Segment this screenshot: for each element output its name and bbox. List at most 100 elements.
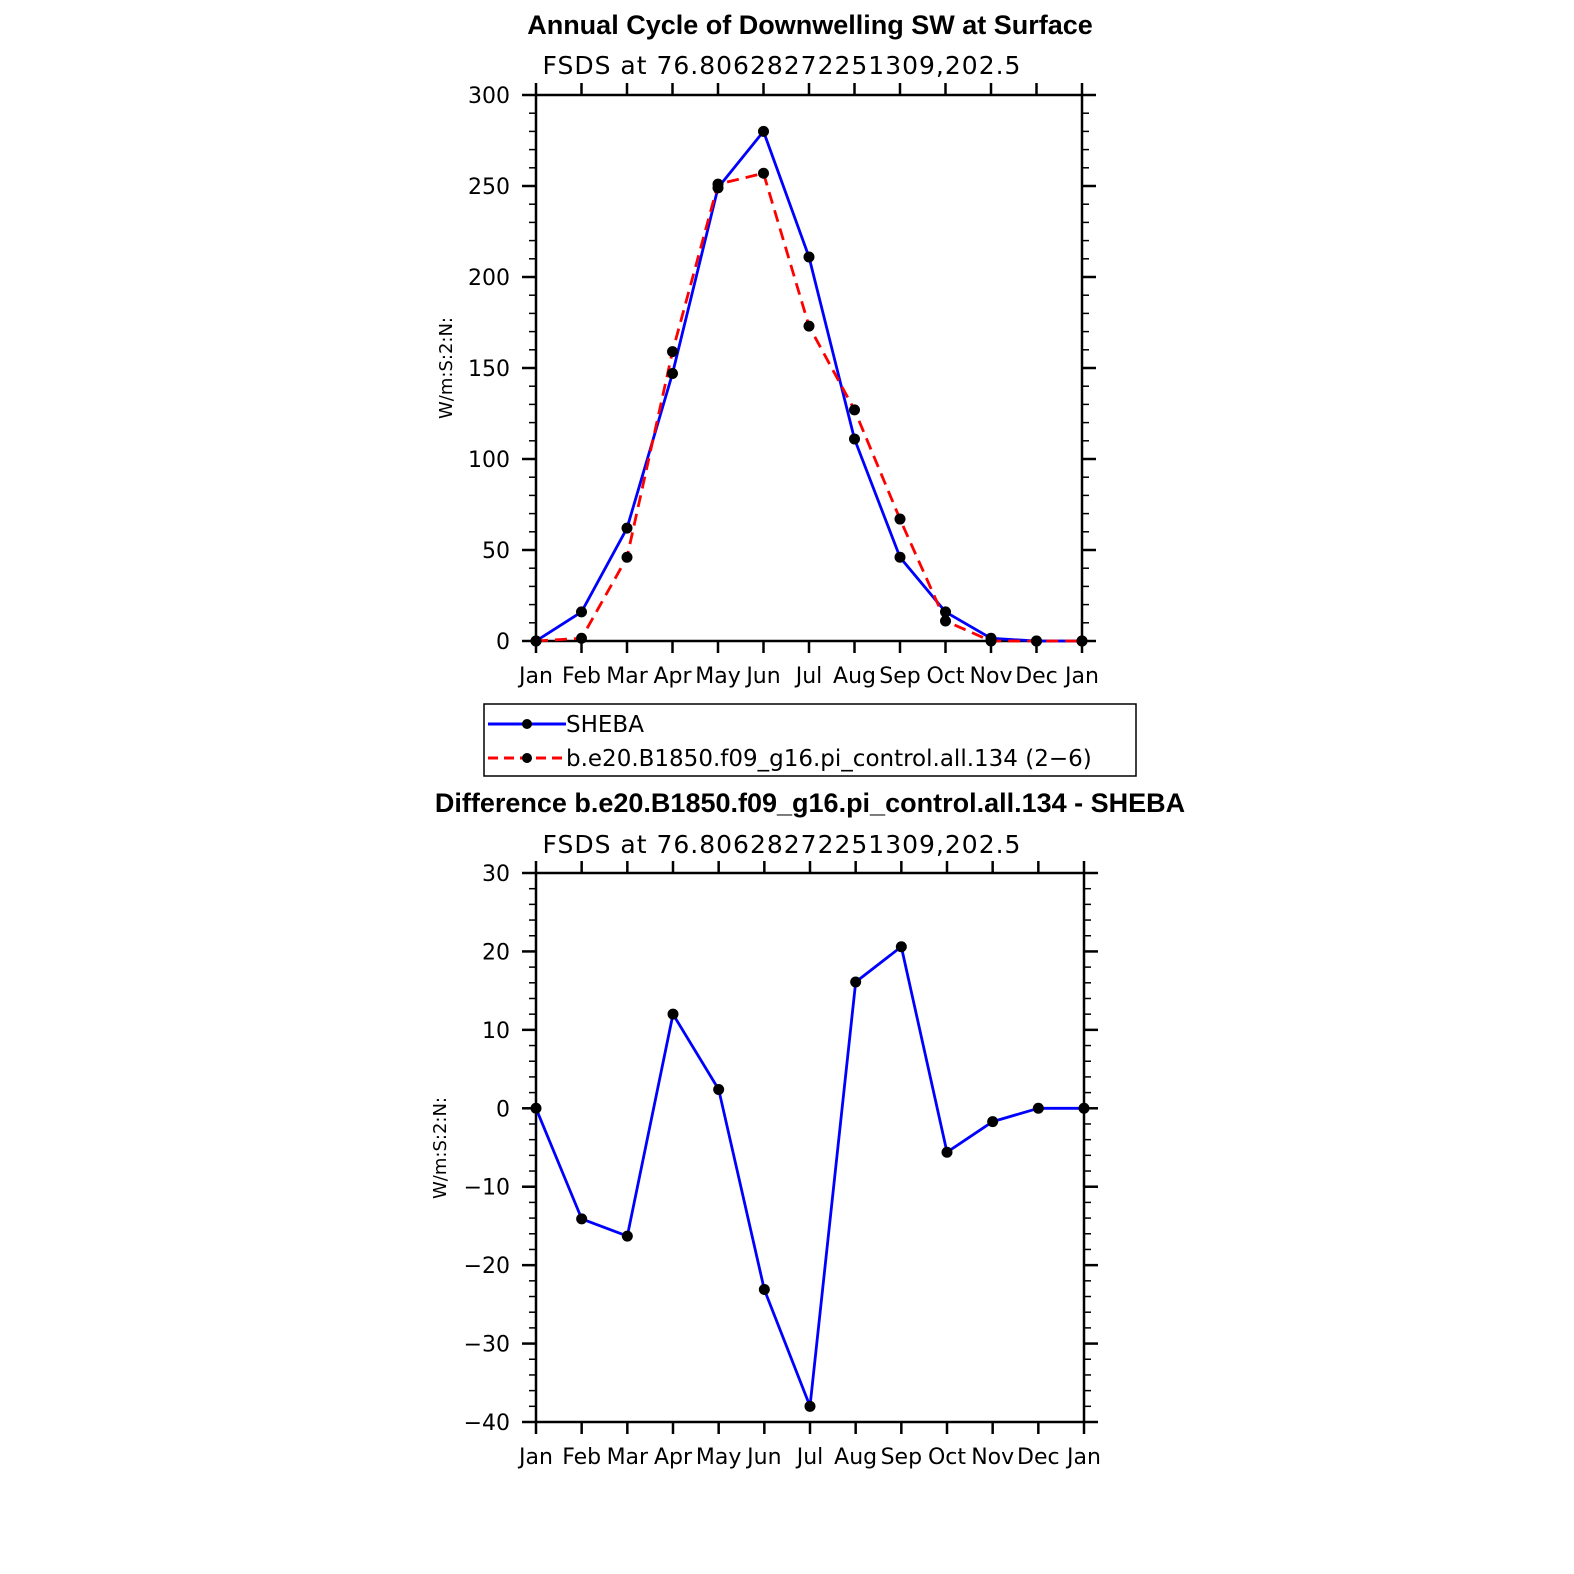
data-point xyxy=(803,251,815,263)
x-tick-label: Aug xyxy=(834,1445,877,1470)
data-point xyxy=(803,320,815,332)
data-point xyxy=(1032,1102,1044,1114)
x-tick-label: Oct xyxy=(928,1445,966,1470)
data-point xyxy=(985,635,997,647)
y-tick-label: 50 xyxy=(482,539,510,564)
legend-label-sheba: SHEBA xyxy=(566,712,644,738)
data-point xyxy=(1078,1102,1090,1114)
y-tick-label: 300 xyxy=(468,84,510,109)
y-axis-label: W/m:S:2:N: xyxy=(430,1097,451,1199)
x-tick-label: Oct xyxy=(926,664,964,689)
data-point xyxy=(712,178,724,190)
data-point xyxy=(1076,635,1088,647)
data-point xyxy=(941,1146,953,1158)
x-tick-label: Mar xyxy=(606,664,648,689)
x-tick-label: May xyxy=(695,664,740,689)
data-point xyxy=(576,632,587,644)
x-tick-label: Jun xyxy=(745,1445,781,1470)
y-tick-label: 10 xyxy=(482,1019,510,1044)
x-tick-label: Jan xyxy=(517,1445,553,1470)
y-tick-label: −40 xyxy=(464,1411,510,1436)
data-point xyxy=(849,433,860,445)
chart-subtitle: FSDS at 76.80628272251309,202.5 xyxy=(543,51,1022,80)
x-tick-label: Jul xyxy=(795,1445,824,1470)
data-point xyxy=(894,551,906,563)
y-tick-label: 30 xyxy=(482,862,510,887)
difference-panel: Difference b.e20.B1850.f09_g16.pi_contro… xyxy=(430,788,1185,1470)
chart-title: Difference b.e20.B1850.f09_g16.pi_contro… xyxy=(435,788,1185,818)
y-tick-label: 0 xyxy=(496,1097,510,1122)
data-point xyxy=(621,551,633,563)
tick-labels: 0 50 100 150 200 250 300 Jan Feb Mar Apr May Jun Jul A… xyxy=(468,84,1099,689)
x-tick-label: Jan xyxy=(1063,664,1099,689)
x-tick-label: Feb xyxy=(562,664,601,689)
data-point xyxy=(530,1102,542,1114)
x-tick-label: Dec xyxy=(1017,1445,1060,1470)
plot-marks xyxy=(530,941,1090,1412)
data-point xyxy=(667,346,678,358)
plot-frame xyxy=(534,93,1084,643)
data-point xyxy=(530,635,542,647)
data-point xyxy=(621,1230,633,1242)
data-point xyxy=(987,1116,999,1128)
series-line xyxy=(534,945,1084,1408)
x-tick-label: Jul xyxy=(794,664,823,689)
y-tick-label: 100 xyxy=(468,448,510,473)
y-axis-label: W/m:S:2:N: xyxy=(436,317,457,419)
data-point xyxy=(758,125,769,137)
x-tick-label: Sep xyxy=(879,664,920,689)
legend: SHEBA b.e20.B1850.f09_g16.pi_control.all… xyxy=(483,703,1137,777)
y-tick-label: −10 xyxy=(464,1176,510,1201)
x-tick-label: Apr xyxy=(653,664,692,689)
x-tick-label: Mar xyxy=(607,1445,649,1470)
x-tick-label: Jan xyxy=(517,664,553,689)
chart-title: Annual Cycle of Downwelling SW at Surfac… xyxy=(527,10,1093,40)
annual-cycle-panel: Annual Cycle of Downwelling SW at Surfac… xyxy=(436,10,1099,689)
y-tick-label: −30 xyxy=(464,1333,510,1358)
data-point xyxy=(804,1400,816,1412)
series-line xyxy=(535,171,1082,643)
tick-labels: −40 −30 −20 −10 0 10 20 30 Jan Feb Mar Apr May Jun Jul… xyxy=(464,862,1101,1470)
y-tick-label: 250 xyxy=(468,175,510,200)
y-tick-label: 200 xyxy=(468,266,510,291)
data-point xyxy=(894,513,906,525)
plot-marks xyxy=(530,125,1088,647)
data-point xyxy=(576,606,587,618)
x-tick-label: Apr xyxy=(654,1445,693,1470)
data-point xyxy=(940,615,951,627)
plot-frame xyxy=(534,871,1086,1424)
x-tick-label: Jan xyxy=(1065,1445,1101,1470)
legend-label-model: b.e20.B1850.f09_g16.pi_control.all.134 (… xyxy=(566,746,1092,772)
plot-axes xyxy=(522,83,1096,653)
data-point xyxy=(621,522,633,534)
x-tick-label: Feb xyxy=(562,1445,601,1470)
x-tick-label: Nov xyxy=(971,1445,1014,1470)
x-tick-label: Aug xyxy=(833,664,876,689)
x-tick-label: Dec xyxy=(1015,664,1058,689)
data-point xyxy=(895,941,907,953)
x-tick-label: Sep xyxy=(881,1445,922,1470)
x-tick-label: May xyxy=(696,1445,741,1470)
data-point xyxy=(758,1283,770,1295)
data-point xyxy=(667,367,678,379)
x-tick-label: Jun xyxy=(744,664,780,689)
y-tick-label: 150 xyxy=(468,357,510,382)
data-point xyxy=(667,1008,679,1020)
data-point xyxy=(713,1083,725,1095)
chart-subtitle: FSDS at 76.80628272251309,202.5 xyxy=(543,830,1022,859)
data-point xyxy=(849,404,860,416)
y-tick-label: 20 xyxy=(482,940,510,965)
data-point xyxy=(758,167,769,179)
data-point xyxy=(1031,635,1042,647)
data-point xyxy=(576,1213,588,1225)
legend-marker-sheba xyxy=(522,719,532,729)
plot-axes xyxy=(522,861,1098,1434)
x-tick-label: Nov xyxy=(970,664,1013,689)
data-point xyxy=(850,976,862,988)
y-tick-label: −20 xyxy=(464,1254,510,1279)
legend-box xyxy=(483,703,1137,777)
series-line xyxy=(535,129,1082,643)
y-tick-label: 0 xyxy=(496,630,510,655)
legend-marker-model xyxy=(522,753,532,763)
